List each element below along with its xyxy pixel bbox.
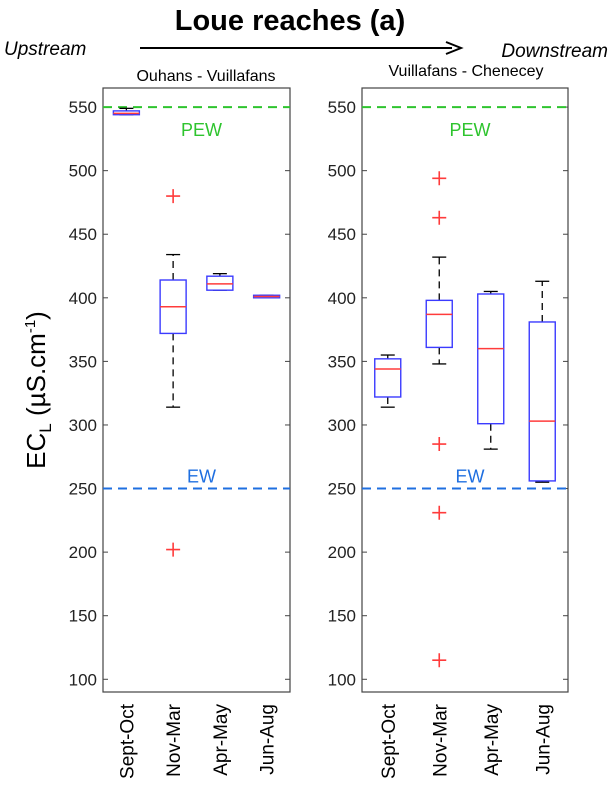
outlier-marker <box>432 171 447 186</box>
y-tick-label: 500 <box>69 162 97 181</box>
x-category-label: Nov-Mar <box>430 703 451 777</box>
x-category-label: Apr-May <box>211 704 232 776</box>
y-tick-label: 150 <box>328 607 356 626</box>
y-tick-label: 500 <box>328 162 356 181</box>
y-axis-label-main: EC <box>21 433 51 469</box>
plot-frame <box>361 87 569 693</box>
y-tick-label: 100 <box>328 670 356 689</box>
box-iqr <box>374 358 402 398</box>
reference-label-ew: EW <box>187 467 216 487</box>
y-tick-label: 550 <box>69 98 97 117</box>
box-iqr <box>528 321 556 482</box>
x-category-label: Jun-Aug <box>533 704 554 775</box>
y-axis-label-sub: L <box>36 423 55 432</box>
downstream-label: Downstream <box>501 41 608 62</box>
panel-right: 100 150 200 250 300 350 400 450 500 550 PEW EW Sept-… <box>328 87 569 779</box>
y-tick-label: 200 <box>69 543 97 562</box>
outlier-marker <box>166 189 181 204</box>
reference-label-pew: PEW <box>449 120 490 140</box>
y-tick-label: 400 <box>69 289 97 308</box>
outlier-marker <box>432 505 447 520</box>
y-tick-label: 450 <box>69 225 97 244</box>
reference-label-pew: PEW <box>181 120 222 140</box>
y-tick-label: 250 <box>328 480 356 499</box>
y-tick-label: 250 <box>69 480 97 499</box>
y-tick-label: 100 <box>69 670 97 689</box>
outlier-marker <box>432 210 447 225</box>
x-category-label: Jun-Aug <box>258 704 279 775</box>
outlier-marker <box>432 653 447 668</box>
y-tick-label: 400 <box>328 289 356 308</box>
y-tick-label: 350 <box>328 352 356 371</box>
y-tick-label: 200 <box>328 543 356 562</box>
chart-title: Loue reaches (a) <box>175 5 405 37</box>
y-tick-label: 300 <box>328 416 356 435</box>
y-tick-label: 300 <box>69 416 97 435</box>
y-tick-label: 350 <box>69 352 97 371</box>
y-axis-label-close: ) <box>21 311 51 320</box>
plot-frame <box>102 87 291 693</box>
outlier-marker <box>166 542 181 557</box>
y-axis-label-unit: (µS.cm <box>21 333 51 423</box>
y-tick-label: 450 <box>328 225 356 244</box>
x-category-label: Apr-May <box>482 704 503 776</box>
y-axis-label: ECL (µS.cm-1) <box>21 311 55 469</box>
y-axis-label-sup: -1 <box>22 320 39 333</box>
outlier-marker <box>432 437 447 452</box>
panel-left: 100 150 200 250 300 350 400 450 500 550 PEW EW Sept-… <box>69 87 291 779</box>
x-category-label: Sept-Oct <box>117 703 138 779</box>
flow-arrow-head <box>445 41 464 55</box>
y-tick-label: 150 <box>69 607 97 626</box>
x-category-label: Sept-Oct <box>379 703 400 779</box>
reference-label-ew: EW <box>456 467 485 487</box>
box-iqr <box>477 293 505 425</box>
panel-left-subtitle: Ouhans - Vuillafans <box>136 68 275 85</box>
panel-right-subtitle: Vuillafans - Chenecey <box>388 63 543 80</box>
upstream-label: Upstream <box>4 39 86 60</box>
y-tick-label: 550 <box>328 98 356 117</box>
box-iqr <box>425 299 453 349</box>
x-category-label: Nov-Mar <box>164 703 185 777</box>
